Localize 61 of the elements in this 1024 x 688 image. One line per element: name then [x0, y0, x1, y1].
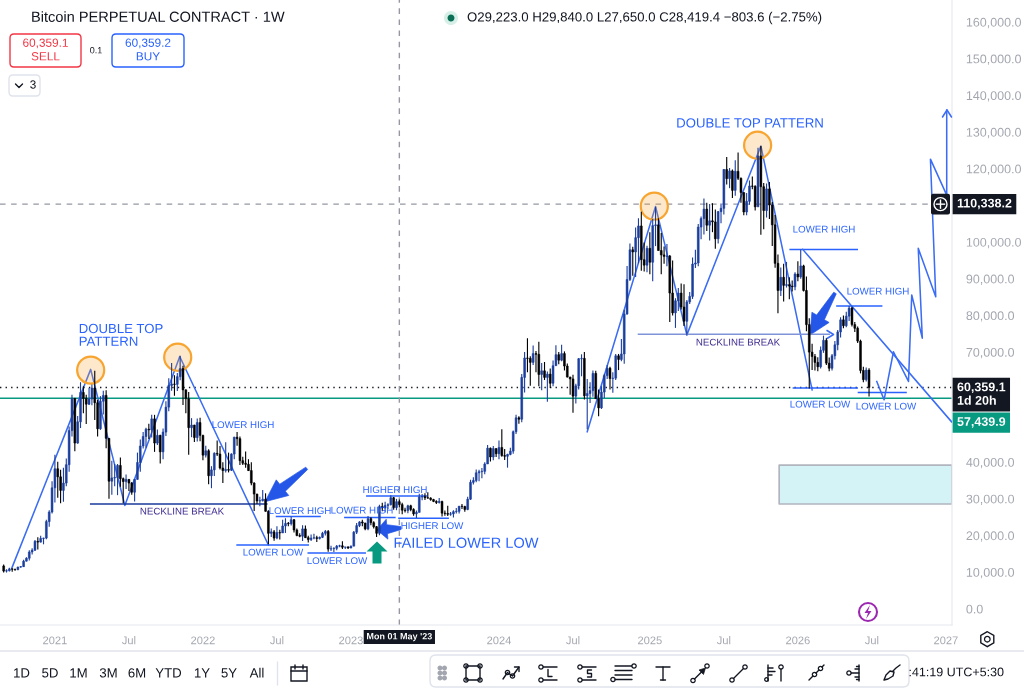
- x-tick-label: Jul: [716, 636, 731, 645]
- annotation: 3: [30, 80, 36, 89]
- x-tick-label: 2022: [191, 636, 215, 645]
- annotation: LOWER HIGH: [269, 507, 331, 515]
- x-tick-label: Jul: [270, 636, 284, 645]
- y-tick-label: 20,000.0: [966, 531, 1015, 542]
- text: 1M: [70, 668, 87, 678]
- annotation: O29,223.0 H29,840.0 L27,650.0 C28,419.4 −803.6 (−2.75%): [467, 11, 822, 25]
- text: :41:19 UTC+5:30: [909, 667, 1004, 677]
- annotation: DOUBLE TOP PATTERN: [677, 118, 823, 128]
- y-tick-label: 140,000.0: [966, 91, 1022, 102]
- annotation: LOWER HIGH: [793, 225, 855, 233]
- text: 6M: [128, 668, 146, 678]
- annotation: HIGHER LOW: [401, 522, 464, 530]
- annotation: 60,359.2 BUY: [125, 38, 171, 61]
- y-tick-label: 160,000.0: [966, 17, 1022, 29]
- x-tick-label: 2025: [638, 636, 662, 645]
- y-tick-label: 10,000.0: [966, 567, 1015, 579]
- text: YTD: [155, 668, 182, 678]
- x-tick-label: 2023: [339, 636, 363, 645]
- y-tick-label: 80,000.0: [966, 311, 1015, 322]
- annotation: LOWER LOW: [243, 548, 304, 556]
- x-tick-label: Jul: [121, 636, 136, 645]
- text: 5D: [42, 668, 58, 678]
- text: Bitcoin PERPETUAL CONTRACT · 1W: [32, 11, 285, 22]
- y-tick-label: 70,000.0: [966, 347, 1015, 359]
- ref-line-label: 57,439.9: [957, 417, 1006, 428]
- annotation: NECKLINE BREAK: [140, 507, 225, 515]
- annotation: LOWER LOW: [856, 402, 917, 410]
- x-tick-label: 2027: [934, 636, 958, 645]
- ref-line-label: 110,338.2: [957, 198, 1012, 210]
- annotation: LOWER HIGH: [847, 287, 909, 295]
- x-tick-label: 2024: [487, 636, 512, 645]
- annotation: 0.1: [90, 47, 102, 54]
- y-tick-label: 100,000.0: [966, 237, 1022, 249]
- annotation: LOWER LOW: [790, 400, 851, 408]
- annotation: HIGHER HIGH: [363, 486, 427, 494]
- y-tick-label: 130,000.0: [966, 127, 1022, 139]
- y-tick-label: 120,000.0: [966, 164, 1022, 175]
- ref-line-label: 60,359.1 1d 20h: [957, 382, 1006, 405]
- annotation: 60,359.1 SELL: [23, 38, 68, 61]
- x-tick-label: 2021: [43, 636, 67, 645]
- text: 1Y: [194, 668, 210, 678]
- y-tick-label: 40,000.0: [966, 457, 1015, 469]
- text: 5Y: [221, 668, 237, 678]
- text: 1D: [14, 668, 30, 678]
- x-tick-label: 2026: [786, 636, 810, 645]
- ref-line-label: Mon 01 May '23: [367, 633, 432, 642]
- y-tick-label: 90,000.0: [966, 274, 1015, 285]
- y-tick-label: 150,000.0: [966, 54, 1022, 65]
- text: All: [249, 667, 264, 678]
- y-tick-label: 30,000.0: [966, 494, 1015, 505]
- y-tick-label: 0.0: [966, 604, 983, 614]
- text: 3M: [99, 668, 117, 678]
- x-tick-label: Jul: [566, 636, 580, 645]
- annotation: DOUBLE TOP PATTERN: [79, 323, 163, 346]
- annotation: LOWER HIGH: [212, 421, 274, 429]
- x-tick-label: Jul: [864, 636, 879, 645]
- annotation: NECKLINE BREAK: [696, 338, 781, 346]
- annotation: LOWER LOW: [307, 557, 368, 565]
- annotation: FAILED LOWER LOW: [394, 537, 539, 548]
